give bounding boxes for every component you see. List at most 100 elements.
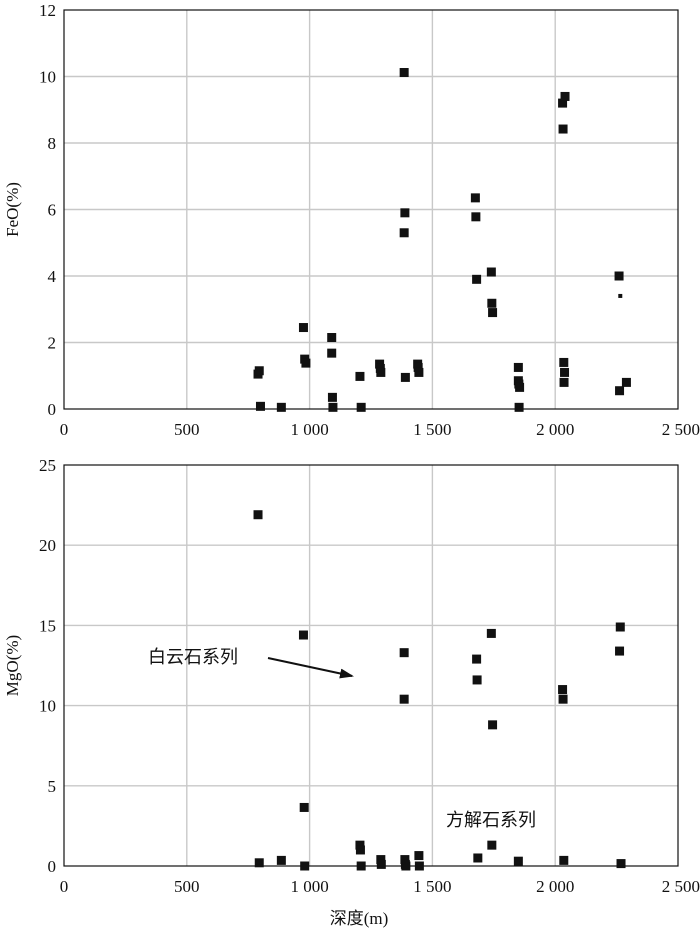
data-point <box>355 840 365 850</box>
data-point <box>618 293 623 298</box>
data-point <box>558 124 568 134</box>
data-point <box>401 861 411 871</box>
y-axis-label: MgO(%) <box>3 635 22 696</box>
data-point <box>471 212 481 222</box>
data-point <box>327 333 337 343</box>
data-point <box>399 648 409 658</box>
data-point <box>327 392 337 402</box>
data-point <box>254 366 264 376</box>
data-point <box>253 510 263 520</box>
data-point <box>558 694 568 704</box>
x-axis-label: 深度(m) <box>330 909 389 928</box>
data-point <box>399 68 409 78</box>
y-tick-label: 2 <box>48 334 57 353</box>
data-point <box>472 675 482 685</box>
y-tick-label: 0 <box>48 857 57 876</box>
data-point <box>298 630 308 640</box>
data-point <box>414 861 424 871</box>
y-tick-label: 5 <box>48 777 57 796</box>
dolomite-series-label: 白云石系列 <box>148 647 238 668</box>
data-point <box>558 98 568 108</box>
data-point <box>515 382 525 392</box>
data-point <box>399 694 409 704</box>
y-tick-label: 8 <box>48 134 57 153</box>
data-point <box>558 685 568 695</box>
data-point <box>414 851 424 861</box>
data-point <box>355 371 365 381</box>
calcite-series-label: 方解石系列 <box>446 810 536 831</box>
data-point <box>399 228 409 238</box>
x-tick-label: 2 500 <box>662 877 700 896</box>
data-point <box>621 377 631 387</box>
data-point <box>559 377 569 387</box>
data-point <box>614 271 624 281</box>
data-point <box>413 362 423 372</box>
data-point <box>488 720 498 730</box>
data-point <box>376 855 386 865</box>
data-point <box>400 372 410 382</box>
data-point <box>356 861 366 871</box>
x-tick-label: 2 000 <box>536 420 574 439</box>
x-tick-label: 1 000 <box>290 420 328 439</box>
data-point <box>513 362 523 372</box>
data-point <box>327 348 337 358</box>
data-point <box>301 358 311 368</box>
data-point <box>473 853 483 863</box>
y-tick-label: 15 <box>39 616 56 635</box>
y-tick-label: 4 <box>48 267 57 286</box>
x-tick-label: 1 000 <box>290 877 328 896</box>
data-point <box>355 845 365 855</box>
mgo-panel: 0 500 1 000 1 500 2 000 2 500 0 5 10 15 20 25 MgO(%)… <box>3 456 700 928</box>
data-point <box>414 367 424 377</box>
feo-panel: 0 500 1 000 1 500 2 000 2 500 0 2 4 6 8 10 12 FeO(%) <box>3 1 700 439</box>
y-axis-label: FeO(%) <box>3 182 22 237</box>
x-tick-label: 500 <box>174 420 200 439</box>
data-point <box>513 856 523 866</box>
y-tick-label: 6 <box>48 201 57 220</box>
data-point <box>560 367 570 377</box>
x-tick-label: 1 500 <box>413 420 451 439</box>
plot-frame <box>63 464 679 867</box>
x-tick-label: 0 <box>60 877 69 896</box>
data-point <box>488 308 498 318</box>
y-tick-label: 10 <box>39 697 56 716</box>
data-point <box>514 402 524 412</box>
data-point <box>400 208 410 218</box>
data-point <box>616 859 626 869</box>
data-point <box>472 654 482 664</box>
x-tick-label: 2 500 <box>662 420 700 439</box>
y-tick-label: 12 <box>39 1 56 20</box>
y-tick-label: 20 <box>39 536 56 555</box>
y-tick-label: 10 <box>39 68 56 87</box>
y-tick-label: 0 <box>48 400 57 419</box>
data-point <box>400 855 410 865</box>
data-point <box>486 267 496 277</box>
data-point <box>560 91 570 101</box>
data-point <box>470 193 480 203</box>
data-point <box>255 401 265 411</box>
data-point <box>298 323 308 333</box>
data-point <box>376 367 386 377</box>
x-tick-label: 2 000 <box>536 877 574 896</box>
data-point <box>276 402 286 412</box>
data-point <box>615 622 625 632</box>
x-tick-label: 0 <box>60 420 69 439</box>
y-tick-label: 25 <box>39 456 56 475</box>
plot-frame <box>63 9 679 410</box>
data-point <box>276 855 286 865</box>
x-tick-label: 1 500 <box>413 877 451 896</box>
data-point <box>487 840 497 850</box>
data-point <box>615 646 625 656</box>
data-point <box>486 628 496 638</box>
data-point <box>559 357 569 367</box>
data-point <box>615 386 625 396</box>
data-point <box>376 859 386 869</box>
data-point <box>328 402 338 412</box>
data-point <box>559 855 569 865</box>
data-point <box>472 274 482 284</box>
data-point <box>254 858 264 868</box>
data-point <box>356 402 366 412</box>
x-tick-label: 500 <box>174 877 200 896</box>
data-point <box>487 298 497 308</box>
